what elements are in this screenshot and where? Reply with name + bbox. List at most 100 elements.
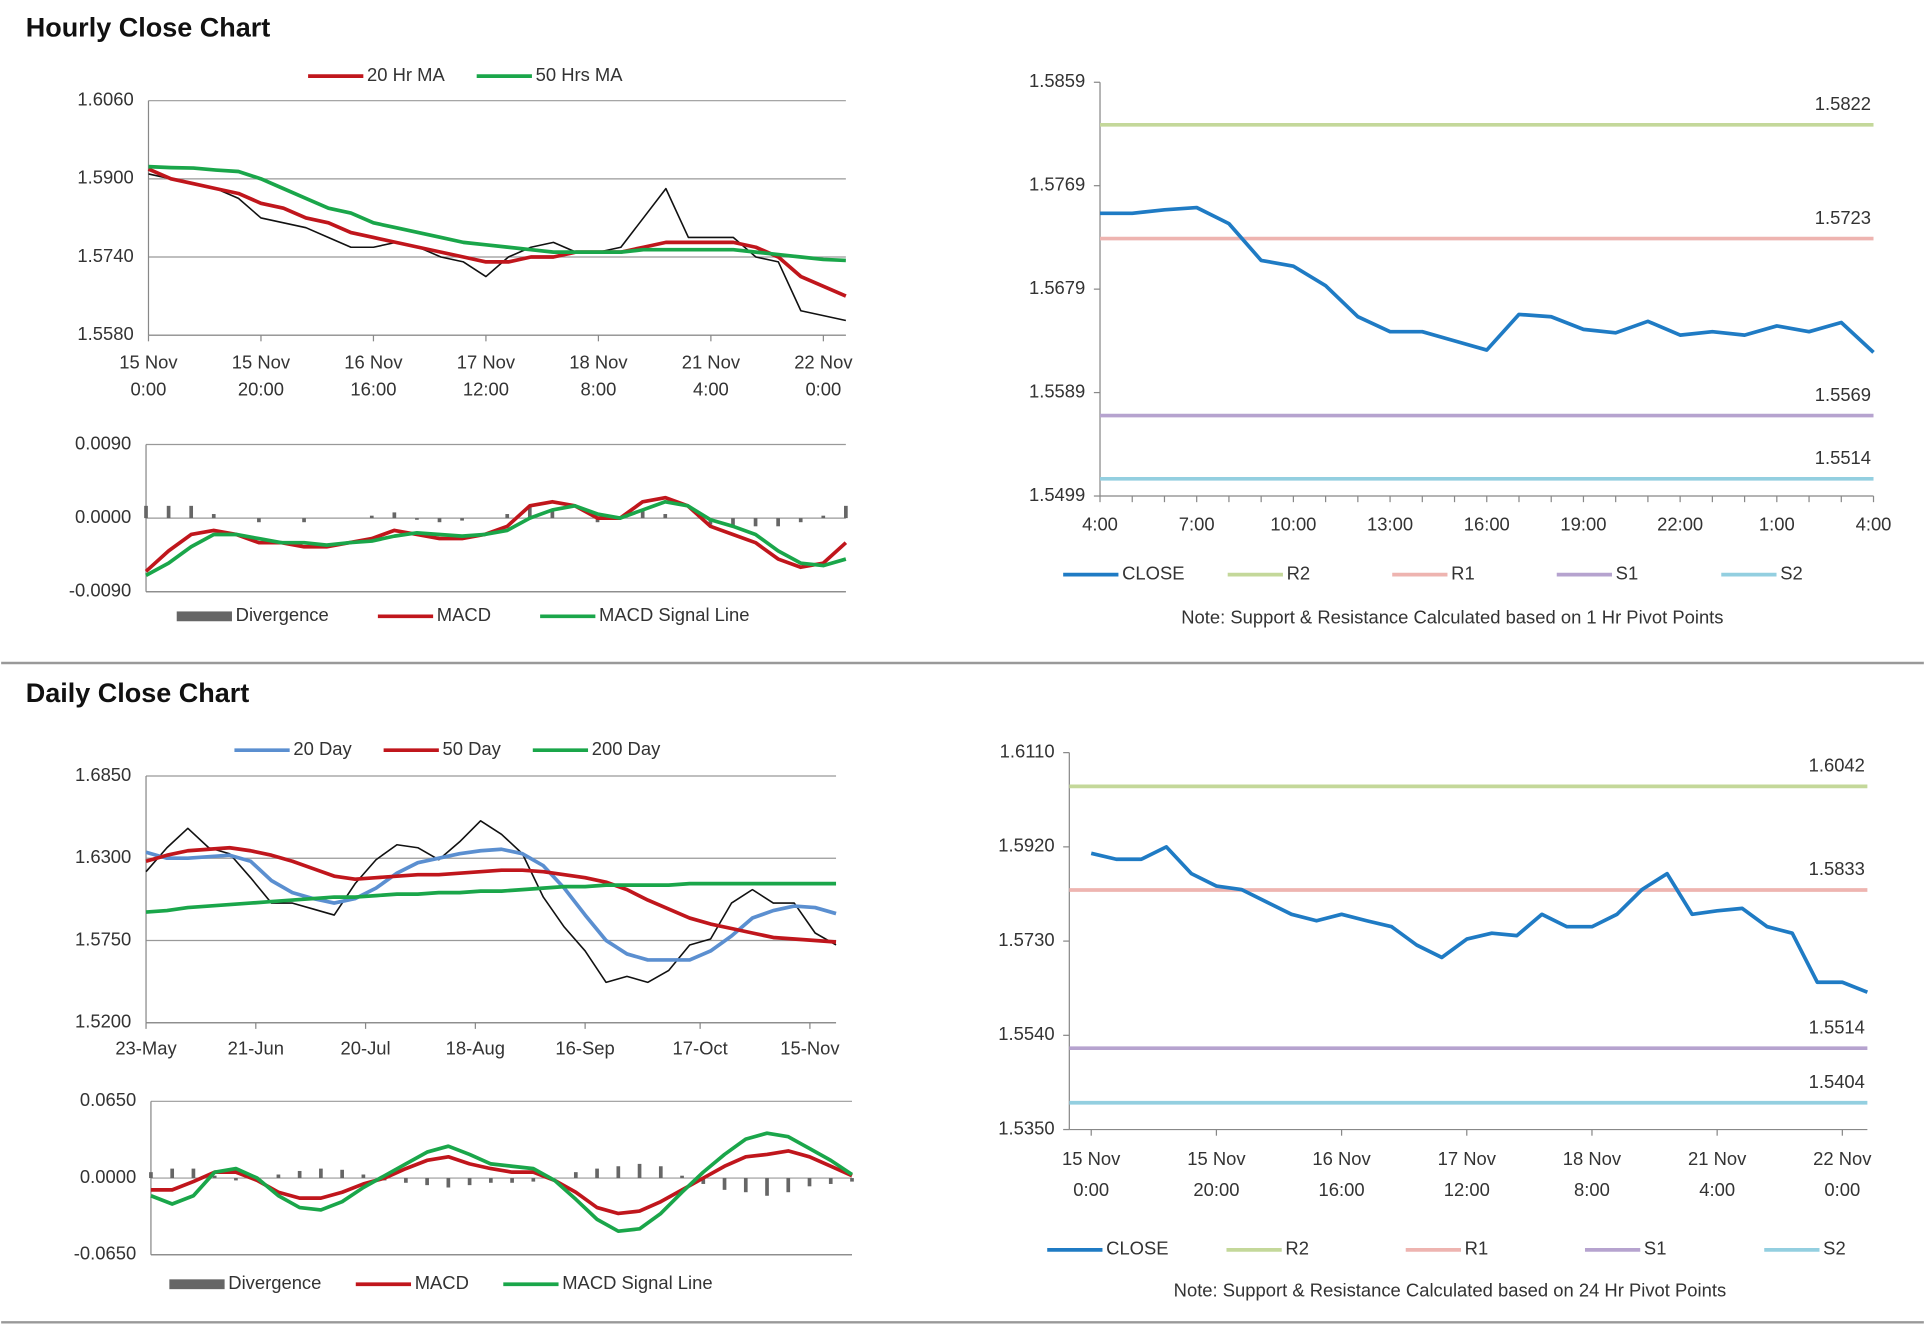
y-tick-label: 0.0650 <box>80 1089 136 1110</box>
x-tick-label: 17-Oct <box>673 1038 728 1059</box>
pivot-label: 1.5723 <box>1815 207 1871 228</box>
x-tick-label: 22 Nov <box>794 351 853 372</box>
x-tick-label: 8:00 <box>580 378 616 399</box>
series-line <box>145 499 847 578</box>
y-tick-label: 1.5589 <box>1029 380 1085 401</box>
divergence-bar <box>798 518 803 523</box>
y-tick-label: 1.5769 <box>1029 174 1085 195</box>
legend-label: Divergence <box>236 604 329 625</box>
divergence-bar <box>595 518 600 523</box>
y-tick-label: 1.5750 <box>75 928 131 949</box>
divergence-bar <box>743 1178 748 1193</box>
divergence-bar <box>550 509 555 519</box>
divergence-bar <box>637 1163 642 1179</box>
legend-label: MACD Signal Line <box>562 1272 712 1293</box>
divergence-bar <box>460 518 464 521</box>
legend-label: Divergence <box>228 1272 321 1293</box>
divergence-bar <box>531 1178 536 1182</box>
x-tick-label: 18 Nov <box>569 351 628 372</box>
legend-label: MACD <box>437 604 491 625</box>
x-tick-label: 13:00 <box>1367 513 1413 534</box>
divergence-bar <box>680 1175 684 1179</box>
divergence-bar <box>212 1175 217 1179</box>
x-tick-label: 1:00 <box>1759 513 1795 534</box>
divergence-bar <box>415 518 419 520</box>
y-tick-label: -0.0090 <box>69 580 131 601</box>
legend-label: S1 <box>1644 1238 1667 1259</box>
x-tick-label: 21 Nov <box>682 351 741 372</box>
x-tick-label: 12:00 <box>1444 1179 1490 1200</box>
divergence-bar <box>276 1174 281 1179</box>
divergence-bar <box>753 518 758 527</box>
x-tick-label: 23-May <box>115 1038 177 1059</box>
y-tick-label: 1.5580 <box>77 323 133 344</box>
pivot-label: 1.5822 <box>1815 93 1871 114</box>
series-line <box>1090 845 1869 994</box>
x-tick-label: 20:00 <box>1193 1179 1239 1200</box>
legend-label: R1 <box>1465 1238 1489 1259</box>
y-tick-label: 1.5859 <box>1029 70 1085 91</box>
divergence-bar <box>166 505 171 519</box>
divergence-bar <box>786 1178 791 1193</box>
x-tick-label: 16:00 <box>1319 1179 1365 1200</box>
section-heading: Daily Close Chart <box>26 678 250 708</box>
x-tick-label: 15 Nov <box>119 351 178 372</box>
x-tick-label: 18 Nov <box>1563 1148 1622 1169</box>
y-tick-label: 1.5540 <box>998 1023 1054 1044</box>
y-tick-label: 1.5499 <box>1029 484 1085 505</box>
divergence-bar <box>776 518 780 527</box>
legend-label: 200 Day <box>592 738 661 759</box>
divergence-bar <box>234 1178 238 1181</box>
legend-label: 50 Hrs MA <box>536 64 624 85</box>
series-line <box>145 881 837 914</box>
divergence-bar <box>821 515 826 519</box>
x-tick-label: 15 Nov <box>1062 1148 1121 1169</box>
series-line <box>145 845 837 944</box>
x-tick-label: 15-Nov <box>780 1038 840 1059</box>
divergence-bar <box>446 1178 451 1188</box>
y-tick-label: 1.5740 <box>77 245 133 266</box>
y-tick-label: 1.5920 <box>998 835 1054 856</box>
divergence-bar <box>505 514 510 519</box>
legend-label: MACD Signal Line <box>599 604 749 625</box>
divergence-bar <box>616 1166 621 1179</box>
x-tick-label: 16:00 <box>1464 513 1510 534</box>
x-tick-label: 4:00 <box>693 378 729 399</box>
section-heading: Hourly Close Chart <box>26 13 271 43</box>
x-tick-label: 22:00 <box>1657 513 1703 534</box>
divergence-bar <box>595 1168 599 1179</box>
legend-label: 20 Hr MA <box>367 64 445 85</box>
divergence-bar <box>467 1178 472 1186</box>
pivot-label: 1.5514 <box>1809 1016 1865 1037</box>
series-line <box>1100 205 1875 354</box>
divergence-bar <box>828 1178 833 1184</box>
y-tick-label: 1.6300 <box>75 846 131 867</box>
divergence-bar <box>658 1166 663 1179</box>
series-line <box>147 167 847 298</box>
divergence-bar <box>144 505 148 519</box>
series-line <box>145 847 837 962</box>
x-tick-label: 16:00 <box>350 378 396 399</box>
divergence-bar <box>361 1174 366 1179</box>
note: Note: Support & Resistance Calculated ba… <box>1181 607 1723 628</box>
divergence-bar <box>765 1178 769 1196</box>
legend-label: S2 <box>1823 1238 1846 1259</box>
x-tick-label: 4:00 <box>1082 513 1118 534</box>
x-tick-label: 10:00 <box>1270 513 1316 534</box>
divergence-bar <box>722 1178 727 1190</box>
x-tick-label: 16-Sep <box>555 1038 614 1059</box>
divergence-bar <box>369 515 374 519</box>
divergence-bar <box>663 514 668 519</box>
x-tick-label: 17 Nov <box>457 351 516 372</box>
divergence-bar <box>392 512 397 519</box>
legend-label: CLOSE <box>1106 1238 1168 1259</box>
x-tick-label: 0:00 <box>131 378 167 399</box>
y-tick-label: 1.5200 <box>75 1011 131 1032</box>
y-tick-label: 1.5900 <box>77 167 133 188</box>
divergence-bar <box>850 1178 854 1182</box>
x-tick-label: 19:00 <box>1560 513 1606 534</box>
x-tick-label: 16 Nov <box>1312 1148 1371 1169</box>
divergence-bar <box>731 518 735 527</box>
